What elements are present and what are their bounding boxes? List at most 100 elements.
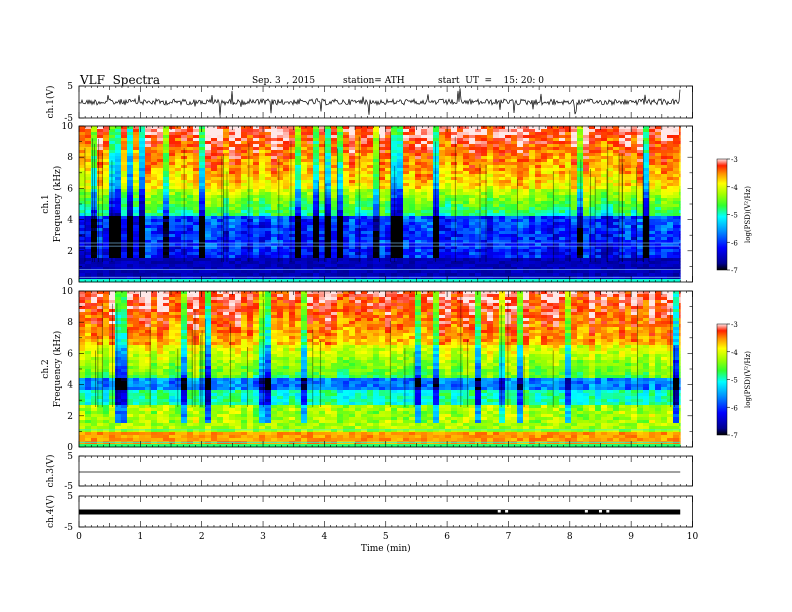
spectrogram-cell [433, 264, 440, 268]
spectrogram-cell [595, 138, 602, 142]
spectrogram-cell [451, 246, 458, 250]
spectrogram-cell [487, 231, 494, 235]
spectrogram-cell [607, 150, 614, 154]
spectrogram-cell [559, 159, 566, 163]
spectrogram-cell [415, 231, 422, 235]
spectrogram-cell [487, 213, 494, 217]
spectrogram-cell [91, 207, 98, 211]
spectrogram-cell [175, 138, 182, 142]
spectrogram-cell [85, 213, 92, 217]
spectrogram-cell [469, 270, 476, 274]
spectrogram-cell [229, 204, 236, 208]
spectrogram-cell [535, 159, 542, 163]
spectrogram-cell [151, 177, 158, 181]
spectrogram-cell [187, 237, 194, 241]
spectrogram-cell [319, 180, 326, 184]
spectrogram-cell [175, 249, 182, 253]
spectrogram-cell [493, 198, 500, 202]
spectrogram-cell [367, 210, 374, 214]
spectrogram-cell [403, 213, 410, 217]
spectrogram-cell [373, 144, 380, 148]
spectrogram-cell [511, 267, 518, 271]
spectrogram-cell [373, 273, 380, 277]
spectrogram-cell [217, 168, 224, 172]
spectrogram-cell [283, 243, 290, 247]
spectrogram-cell [211, 267, 218, 271]
spectrogram-cell [169, 192, 176, 196]
spectrogram-cell [169, 234, 176, 238]
spectrogram-cell [565, 138, 572, 142]
spectrogram-cell [265, 246, 272, 250]
spectrogram-cell [265, 252, 272, 256]
spectrogram-cell [253, 135, 260, 139]
spectrogram-cell [589, 153, 596, 157]
spectrogram-cell [301, 270, 308, 274]
spectrogram-cell [505, 258, 512, 262]
spectrogram-cell [583, 258, 590, 262]
spectrogram-cell [559, 156, 566, 160]
spectrogram-cell [79, 186, 86, 190]
spectrogram-cell [385, 231, 392, 235]
spectrogram-cell [223, 258, 230, 262]
spectrogram-cell [223, 198, 230, 202]
spectrogram-cell [85, 126, 92, 130]
spectrogram-cell [529, 258, 536, 262]
spectrogram-cell [145, 252, 152, 256]
spectrogram-cell [385, 279, 392, 283]
spectrogram-cell [595, 231, 602, 235]
spectrogram-cell [649, 204, 656, 208]
spectrogram-cell [421, 177, 428, 181]
spectrogram-cell [403, 261, 410, 265]
spectrogram-cell [235, 261, 242, 265]
spectrogram-cell [403, 171, 410, 175]
spectrogram-cell [475, 219, 482, 223]
spectrogram-cell [475, 228, 482, 232]
spectrogram-cell [415, 270, 422, 274]
spectrogram-cell [313, 216, 320, 220]
spectrogram-cell [133, 255, 140, 259]
spectrogram-cell [517, 126, 524, 130]
spectrogram-cell [295, 210, 302, 214]
spectrogram-cell [481, 222, 488, 226]
spectrogram-cell [85, 135, 92, 139]
spectrogram-cell [157, 156, 164, 160]
spectrogram-cell [517, 243, 524, 247]
spectrogram-cell [391, 228, 398, 232]
spectrogram-cell [403, 207, 410, 211]
spectrogram-cell [337, 237, 344, 241]
spectrogram-cell [421, 270, 428, 274]
spectrogram-cell [499, 189, 506, 193]
spectrogram-cell [103, 204, 110, 208]
spectrogram-cell [475, 264, 482, 268]
spectrogram-cell [391, 171, 398, 175]
spectrogram-cell [85, 147, 92, 151]
spectrogram-cell [271, 183, 278, 187]
spectrogram-cell [643, 171, 650, 175]
spectrogram-cell [361, 255, 368, 259]
spectrogram-cell [529, 246, 536, 250]
spectrogram-cell [649, 201, 656, 205]
spectrogram-cell [307, 267, 314, 271]
spectrogram-cell [205, 240, 212, 244]
spectrogram-cell [535, 228, 542, 232]
spectrogram-cell [403, 159, 410, 163]
spectrogram-cell [553, 213, 560, 217]
spectrogram-cell [169, 165, 176, 169]
spectrogram-cell [139, 162, 146, 166]
spectrogram-cell [391, 279, 398, 283]
spectrogram-cell [409, 192, 416, 196]
spectrogram-cell [553, 198, 560, 202]
spectrogram-cell [337, 213, 344, 217]
spectrogram-cell [307, 219, 314, 223]
spectrogram-cell [337, 210, 344, 214]
spectrogram-cell [349, 129, 356, 133]
spectrogram-cell [223, 270, 230, 274]
spectrogram-cell [409, 216, 416, 220]
spectrogram-cell [631, 174, 638, 178]
spectrogram-cell [433, 249, 440, 253]
spectrogram-cell [127, 126, 134, 130]
spectrogram-cell [505, 246, 512, 250]
spectrogram-cell [457, 165, 464, 169]
spectrogram-cell [499, 159, 506, 163]
spectrogram-cell [547, 192, 554, 196]
